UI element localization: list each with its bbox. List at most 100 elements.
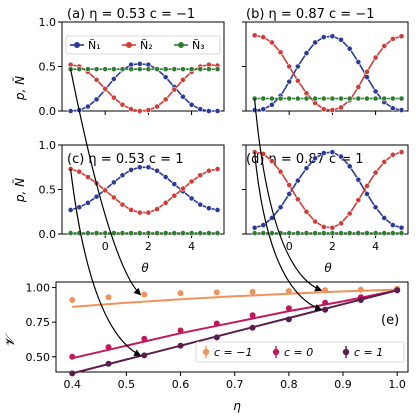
panel-c-series-3-point <box>102 230 109 237</box>
panel-c-series-1-point <box>136 164 143 171</box>
panel-e-ytick-label: 0.50 <box>26 351 51 364</box>
panel-d-series-2-point <box>381 159 388 165</box>
panel-c-series-1-point <box>93 193 100 200</box>
panel-b-series-2-point <box>303 90 310 97</box>
legend-e-series-2-swatch-point <box>272 348 280 356</box>
panel-c-series-1-point <box>110 179 117 186</box>
panel-b-series-1-point <box>389 105 396 112</box>
panel-d-series-1-point <box>398 224 405 231</box>
panel-e-series-1-point <box>357 286 364 293</box>
panel-d-series-1-point <box>346 163 353 170</box>
panel-c-series-2-point <box>145 209 152 216</box>
panel-c-series-2-line <box>70 168 218 214</box>
panel-c-series-1-point <box>85 199 91 206</box>
panel-d-series-3-point <box>260 230 267 237</box>
panel-c-series-3-point <box>162 230 169 237</box>
panel-e-series-1-point <box>322 287 329 294</box>
panel-c-series-2-point <box>119 201 126 208</box>
panel-c-ytick-label: 0.5 <box>39 184 57 197</box>
panel-b-series-2-point <box>381 43 388 49</box>
panel-c-series-3-point <box>197 230 204 237</box>
panel-a-series-2-point <box>128 106 135 113</box>
panel-e-series-1-point <box>177 290 184 297</box>
panel-d-series-3-point <box>355 230 362 237</box>
legend-e-series-2-label: c = 0 <box>284 346 313 359</box>
panel-e-series-3-point <box>357 297 364 303</box>
panel-a-series-2-point <box>180 76 186 83</box>
panel-c-series-1-point <box>67 207 74 213</box>
panel-c-series-2-point <box>171 192 178 199</box>
panel-e-series-2-point <box>249 312 256 319</box>
panel-e-series-1-point <box>285 288 292 294</box>
panel-c-series-3-point <box>205 230 212 237</box>
panel-d-series-1-point <box>338 153 344 160</box>
panel-e-xtick-label: 0.7 <box>226 378 244 391</box>
panel-a-series-1-point <box>67 108 74 114</box>
panel-d-xtick-label: 0 <box>286 240 293 253</box>
panel-c-series-3-point <box>214 230 221 237</box>
panel-a-series-3-point <box>119 66 126 73</box>
legend-e-series-3-swatch-point <box>342 348 350 356</box>
panel-c-series-3-point <box>119 230 126 237</box>
panel-a-series-2-point <box>110 94 117 101</box>
panel-d-series-2-point <box>355 197 362 204</box>
panel-c-series-3-point <box>67 230 74 237</box>
panel-e-ytick-label: 1.00 <box>26 282 51 295</box>
panel-b-series-3-point <box>346 95 353 102</box>
panel-a-series-2-point <box>162 96 169 103</box>
panel-e-series-2-point <box>285 305 292 312</box>
panel-d-series-3-point <box>346 230 353 237</box>
arrows-layer <box>70 69 323 356</box>
panel-b-series-1-point <box>303 50 310 57</box>
panel-b-series-3-point <box>294 95 301 102</box>
panel-b-series-3-point <box>329 95 336 102</box>
panel-b-series-2-point <box>251 32 258 39</box>
panel-d-series-1-point <box>312 155 319 162</box>
arrow-d-to-e <box>254 152 323 311</box>
panel-c-series-1-point <box>205 205 212 212</box>
panel-e-series-1-point <box>105 294 112 301</box>
panel-e-series-2-point <box>322 299 329 306</box>
panel-e-series-3-point <box>69 370 76 377</box>
panel-e-frame <box>55 281 409 373</box>
legend-layer: Ñ₁ Ñ₂ Ñ₃ c = −1 c = 0 c = 1 <box>65 35 405 363</box>
panel-a-series-3-point <box>180 66 186 73</box>
panel-e-series-3-curve <box>71 289 398 375</box>
panel-c-series-1-point <box>154 167 160 174</box>
panel-d-xlabel: θ <box>324 261 332 275</box>
panel-a-series-1-point <box>214 108 221 114</box>
panel-c-ytick-label: 0.0 <box>39 228 57 241</box>
panel-e-xtick-label: 1.0 <box>388 378 406 391</box>
panel-a-series-1-point <box>93 96 100 103</box>
panel-a-series-1-line <box>70 62 218 112</box>
panel-e-series-3-point <box>285 316 292 323</box>
panel-a-series-2-point <box>119 101 126 108</box>
panel-a-series-3-point <box>136 66 143 73</box>
panel-c-series-2-point <box>76 168 83 175</box>
panel-c-ylabel: p, Ñ <box>12 178 27 203</box>
panel-e-xtick-label: 0.6 <box>172 378 190 391</box>
legend-a-series-3-swatch-point <box>178 42 184 48</box>
panel-d-series-2-point <box>312 218 319 225</box>
panel-a-series-2-point <box>154 103 160 110</box>
panel-e-series-3-point <box>177 342 184 349</box>
panel-a-series-3-point <box>145 66 152 73</box>
panel-a-ytick-label: 1.0 <box>39 16 57 29</box>
panel-d-series-2-point <box>320 223 327 230</box>
panel-e-xtick-label: 0.5 <box>118 378 136 391</box>
panel-e-xlabel: η <box>233 399 241 413</box>
panel-c-series-2-point <box>162 199 169 206</box>
panel-b-series-1-point <box>372 88 379 95</box>
panel-e-xtick-label: 0.4 <box>63 378 81 391</box>
panel-e-xtick-label: 0.9 <box>334 378 352 391</box>
panel-d-series-1-point <box>355 176 362 183</box>
legend-a-series-1-swatch-point <box>74 42 80 48</box>
panel-b-series-3-point <box>312 95 319 102</box>
panel-c-series-2-point <box>128 207 135 213</box>
panel-a-series-1-point <box>136 60 143 67</box>
panel-a-series-3-point <box>76 66 83 73</box>
panel-d-series-2-point <box>303 208 310 215</box>
panel-d-series-3-point <box>398 230 405 237</box>
panel-a-series-2-point <box>136 108 143 114</box>
panel-c-series-2-point <box>136 209 143 216</box>
